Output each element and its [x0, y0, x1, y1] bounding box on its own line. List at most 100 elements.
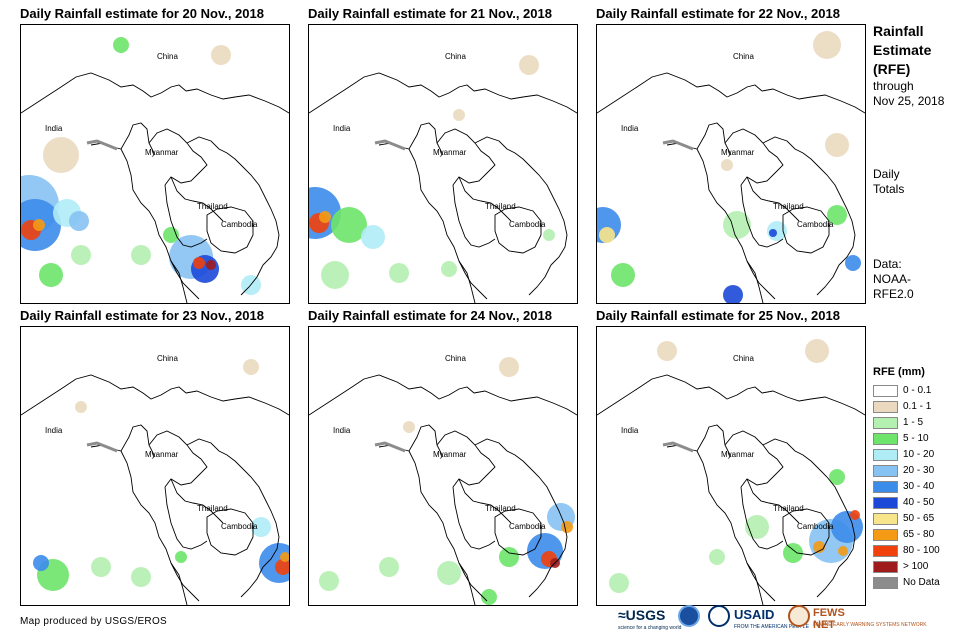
legend-label: 1 - 5 [903, 417, 924, 428]
product-title-block: Rainfall Estimate (RFE) through Nov 25, … [873, 22, 944, 109]
country-border [21, 374, 187, 416]
country-border [452, 184, 496, 248]
legend-label: 40 - 50 [903, 497, 935, 508]
no-data-area [662, 139, 694, 151]
map-canvas: China India Myanmar Thailand Cambodia [309, 354, 577, 605]
country-border [761, 390, 865, 416]
country-border [186, 136, 280, 266]
rainfall-map: China India Myanmar Thailand Cambodia [596, 24, 866, 304]
country-border [408, 148, 476, 303]
legend-label: 20 - 30 [903, 465, 935, 476]
country-border [762, 438, 856, 568]
country-border [170, 562, 200, 602]
fews-net-icon [788, 605, 810, 627]
country-border [696, 450, 764, 605]
legend-swatch [873, 401, 898, 413]
country-border [746, 176, 800, 222]
rainfall-area [33, 219, 45, 231]
data-source-line: NOAA- [873, 272, 912, 286]
rainfall-area [599, 227, 615, 243]
fews-net-tagline: FAMINE EARLY WARNING SYSTEMS NETWORK [813, 622, 927, 628]
rainfall-area [321, 261, 349, 289]
country-label-india: India [45, 426, 63, 435]
panel-title: Daily Rainfall estimate for 20 Nov., 201… [20, 6, 264, 21]
country-label-china: China [445, 354, 466, 363]
legend-label: 30 - 40 [903, 481, 935, 492]
legend-label: 65 - 80 [903, 529, 935, 540]
rainfall-area [193, 257, 205, 269]
rainfall-area [331, 207, 367, 243]
rainfall-area [69, 211, 89, 231]
rainfall-area [131, 245, 151, 265]
country-border [170, 260, 200, 300]
country-border [494, 206, 542, 254]
panel-title: Daily Rainfall estimate for 25 Nov., 201… [596, 308, 840, 323]
country-label-china: China [157, 354, 178, 363]
country-label-cambodia: Cambodia [509, 522, 546, 531]
rainfall-area [769, 229, 777, 237]
legend-swatch [873, 481, 898, 493]
country-border [782, 206, 830, 254]
rainfall-area [175, 551, 187, 563]
legend-label: 10 - 20 [903, 449, 935, 460]
country-border [164, 486, 208, 550]
period-label: Totals [873, 182, 905, 196]
country-label-myanmar: Myanmar [433, 450, 467, 459]
rainfall-area [829, 469, 845, 485]
rainfall-area [723, 285, 743, 303]
rainfall-map: China India Myanmar Thailand Cambodia [20, 326, 290, 606]
data-source-line: RFE2.0 [873, 287, 914, 301]
country-label-india: India [621, 426, 639, 435]
country-label-cambodia: Cambodia [797, 220, 834, 229]
legend-label: 80 - 100 [903, 545, 940, 556]
country-label-india: India [333, 124, 351, 133]
country-border [240, 264, 264, 296]
country-border [746, 562, 776, 602]
country-border [185, 88, 289, 114]
period-label: Daily [873, 167, 900, 181]
rainfall-map: China India Myanmar Thailand Cambodia [308, 24, 578, 304]
rainfall-area [243, 359, 259, 375]
country-label-thailand: Thailand [773, 504, 804, 513]
rainfall-area [71, 245, 91, 265]
map-credit: Map produced by USGS/EROS [20, 616, 168, 627]
no-data-area [86, 441, 118, 453]
rainfall-area [403, 421, 415, 433]
country-border [206, 206, 254, 254]
country-border [458, 478, 512, 524]
usaid-seal-icon [708, 605, 730, 627]
country-border [724, 128, 784, 186]
country-label-india: India [333, 426, 351, 435]
rainfall-area [379, 557, 399, 577]
country-label-cambodia: Cambodia [797, 522, 834, 531]
country-border [724, 430, 784, 488]
product-title-line: Rainfall [873, 23, 924, 39]
country-label-china: China [733, 52, 754, 61]
country-label-thailand: Thailand [485, 504, 516, 513]
rainfall-area [805, 339, 829, 363]
country-border [473, 390, 577, 416]
country-border [473, 88, 577, 114]
legend-swatch [873, 577, 898, 589]
no-data-area [374, 139, 406, 151]
country-label-cambodia: Cambodia [221, 522, 258, 531]
legend-swatch [873, 449, 898, 461]
country-border [816, 264, 840, 296]
legend-title: RFE (mm) [873, 366, 925, 378]
country-border [240, 566, 264, 598]
usaid-tagline: FROM THE AMERICAN PEOPLE [734, 624, 809, 630]
map-canvas: China India Myanmar Thailand Cambodia [597, 339, 865, 605]
legend-label: 50 - 65 [903, 513, 935, 524]
data-source-label: Data: [873, 257, 902, 271]
country-label-india: India [621, 124, 639, 133]
data-source-block: Data: NOAA- RFE2.0 [873, 257, 914, 302]
country-border [120, 148, 188, 303]
country-label-thailand: Thailand [197, 504, 228, 513]
country-border [164, 184, 208, 248]
country-border [309, 72, 475, 114]
country-label-india: India [45, 124, 63, 133]
country-border [474, 438, 568, 568]
legend-swatch [873, 545, 898, 557]
legend-swatch [873, 385, 898, 397]
rainfall-area [561, 521, 573, 533]
